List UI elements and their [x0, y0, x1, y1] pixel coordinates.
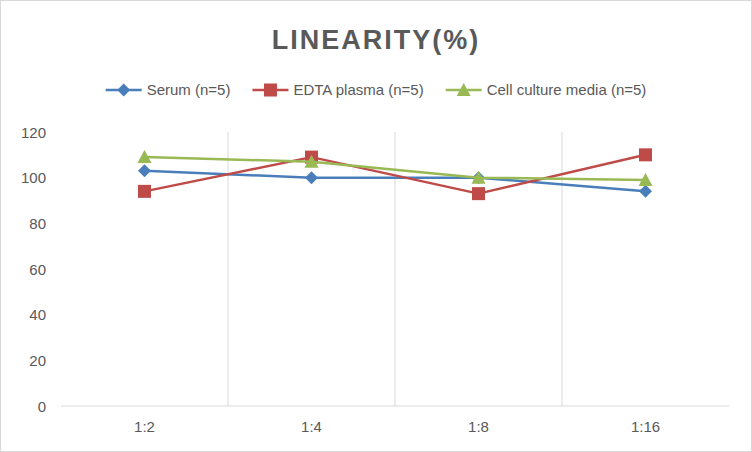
data-point: [472, 171, 486, 184]
data-point: [639, 185, 652, 198]
x-axis-line: [61, 406, 729, 407]
data-point: [138, 150, 152, 163]
grid-line: [395, 132, 396, 406]
y-tick-label: 0: [38, 398, 46, 415]
legend-item: EDTA plasma (n=5): [252, 81, 423, 98]
y-tick-label: 60: [29, 261, 46, 278]
data-point: [305, 155, 319, 168]
chart: LINEARITY(%) 0 20 40 60 80 100 120 1:2 1:4 1:8 1:16…: [0, 0, 752, 452]
data-point: [639, 173, 653, 186]
x-tick-label: 1:8: [468, 418, 489, 435]
data-point: [138, 164, 151, 177]
y-tick-label: 120: [21, 124, 46, 141]
x-tick-label: 1:16: [631, 418, 660, 435]
y-tick-label: 20: [29, 352, 46, 369]
y-tick-label: 80: [29, 215, 46, 232]
legend-item: Serum (n=5): [106, 81, 231, 98]
series-line: [145, 171, 646, 192]
data-point: [138, 185, 151, 198]
y-tick-label: 100: [21, 169, 46, 186]
background: [1, 1, 752, 452]
x-tick-label: 1:4: [301, 418, 322, 435]
x-tick-label: 1:2: [134, 418, 155, 435]
data-point: [639, 148, 652, 161]
legend-marker: [264, 84, 277, 97]
plot-area: [138, 148, 653, 200]
legend-label: Cell culture media (n=5): [487, 81, 647, 98]
series-line: [145, 155, 646, 194]
legend-marker: [457, 83, 471, 96]
legend: Serum (n=5) EDTA plasma (n=5) Cell culture…: [106, 81, 647, 98]
title: LINEARITY(%): [272, 25, 481, 55]
data-point: [305, 171, 318, 184]
legend-label: Serum (n=5): [147, 81, 231, 98]
legend-label: EDTA plasma (n=5): [293, 81, 423, 98]
series-line: [145, 157, 646, 180]
legend-item: Cell culture media (n=5): [446, 81, 647, 98]
data-point: [472, 187, 485, 200]
legend-marker: [117, 84, 130, 97]
y-tick-label: 40: [29, 306, 46, 323]
